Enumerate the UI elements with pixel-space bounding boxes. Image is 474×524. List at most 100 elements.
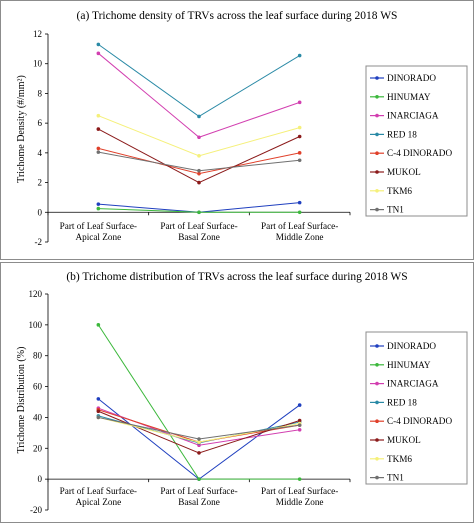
legend-swatch-marker — [375, 95, 379, 99]
legend-swatch-marker — [375, 438, 379, 442]
data-point — [297, 151, 302, 155]
y-tick-label: 40 — [33, 412, 43, 422]
legend-swatch-marker — [375, 132, 379, 137]
chart-trichome-distribution: (b) Trichome distribution of TRVs across… — [0, 262, 474, 523]
legend-entry-label: C-4 DINORADO — [387, 416, 452, 426]
data-point — [197, 154, 201, 158]
x-category-label: Middle Zone — [276, 497, 324, 507]
data-point — [96, 150, 101, 154]
x-category-label: Part of Leaf Surface- — [60, 486, 137, 496]
chart-b-ylabel: Trichome Distribution (%) — [16, 347, 27, 454]
y-tick-label: -2 — [35, 237, 43, 247]
data-point — [197, 168, 201, 173]
data-point — [197, 210, 201, 215]
data-point — [297, 427, 302, 432]
chart-a-legend — [365, 65, 468, 217]
data-point — [297, 134, 302, 139]
chart-a-ylabel: Trichome Density (#/mm²) — [16, 75, 27, 183]
legend-entry-label: TN1 — [387, 473, 404, 483]
x-category-label: Part of Leaf Surface- — [60, 221, 137, 231]
legend-swatch-marker — [375, 457, 379, 461]
legend-swatch-marker — [375, 419, 379, 423]
legend-swatch-marker — [375, 475, 379, 480]
legend-entry-label: MUKOL — [387, 167, 421, 177]
y-tick-label: 80 — [33, 351, 43, 361]
y-tick-label: 12 — [33, 29, 42, 39]
chart-b-legend-items: DINORADO HINUMAY INARCIAGA RED 18 C-4 DINORA… — [370, 341, 452, 483]
data-point — [96, 409, 101, 414]
legend-swatch-marker — [375, 189, 379, 193]
chart-trichome-density: (a) Trichome density of TRVs across the … — [0, 0, 474, 260]
x-category-label: Part of Leaf Surface- — [261, 221, 338, 231]
y-tick-label: 4 — [38, 148, 43, 158]
legend-entry-label: HINUMAY — [387, 360, 431, 370]
legend-swatch-marker — [375, 400, 379, 405]
legend-entry-label: DINORADO — [387, 341, 436, 351]
data-point — [297, 423, 302, 427]
x-category-label: Part of Leaf Surface- — [261, 486, 338, 496]
data-point — [96, 323, 101, 327]
x-category-label: Apical Zone — [75, 497, 121, 507]
chart-b-title: (b) Trichome distribution of TRVs across… — [66, 271, 407, 283]
legend-swatch-marker — [375, 363, 379, 367]
legend-entry-label: RED 18 — [387, 129, 417, 139]
y-tick-label: 2 — [38, 178, 43, 188]
legend-entry-label: INARCIAGA — [387, 379, 439, 389]
chart-a-legend-items: DINORADO HINUMAY INARCIAGA RED 18 C-4 DINORA… — [370, 73, 452, 215]
data-point — [197, 135, 201, 140]
data-point — [297, 210, 302, 215]
legend-swatch-marker — [375, 381, 379, 386]
y-tick-label: 8 — [38, 88, 43, 98]
data-point — [96, 415, 101, 420]
data-point — [197, 180, 201, 185]
data-point — [297, 53, 302, 58]
data-point — [96, 127, 101, 131]
legend-entry-label: TKM6 — [387, 454, 412, 464]
data-point — [197, 171, 201, 176]
legend-entry-label: TKM6 — [387, 186, 412, 196]
y-tick-label: 6 — [38, 118, 43, 128]
y-tick-label: 100 — [29, 320, 43, 330]
data-point — [96, 397, 101, 401]
data-point — [96, 202, 101, 206]
data-point — [197, 437, 201, 441]
legend-swatch-marker — [375, 170, 379, 174]
data-point — [297, 477, 302, 481]
x-category-label: Middle Zone — [276, 232, 324, 242]
legend-entry-label: MUKOL — [387, 435, 421, 445]
x-category-label: Apical Zone — [75, 232, 121, 242]
legend-swatch-marker — [375, 344, 379, 348]
data-point — [197, 114, 201, 119]
data-point — [297, 403, 302, 407]
legend-entry-label: INARCIAGA — [387, 111, 439, 121]
legend-swatch-marker — [375, 207, 379, 212]
legend-entry-label: HINUMAY — [387, 92, 431, 102]
legend-swatch-marker — [375, 76, 379, 80]
data-point — [96, 146, 101, 151]
legend-entry-label: RED 18 — [387, 397, 417, 407]
legend-swatch-marker — [375, 113, 379, 118]
y-tick-label: 20 — [33, 443, 43, 453]
data-point — [197, 451, 201, 455]
y-tick-label: 60 — [33, 382, 43, 392]
chart-b-legend — [365, 331, 468, 485]
legend-entry-label: TN1 — [387, 205, 404, 215]
y-tick-label: 0 — [38, 474, 43, 484]
data-point — [96, 42, 101, 47]
legend-entry-label: DINORADO — [387, 73, 436, 83]
data-point — [297, 418, 302, 423]
y-tick-label: 0 — [38, 207, 43, 217]
x-category-label: Basal Zone — [178, 232, 220, 242]
data-point — [197, 440, 201, 444]
x-category-label: Part of Leaf Surface- — [160, 486, 237, 496]
x-category-label: Part of Leaf Surface- — [160, 221, 237, 231]
data-point — [96, 51, 101, 56]
data-point — [297, 125, 302, 130]
x-category-label: Basal Zone — [178, 497, 220, 507]
data-point — [297, 158, 302, 163]
legend-entry-label: C-4 DINORADO — [387, 148, 452, 158]
data-point — [96, 113, 101, 118]
data-point — [297, 200, 302, 205]
